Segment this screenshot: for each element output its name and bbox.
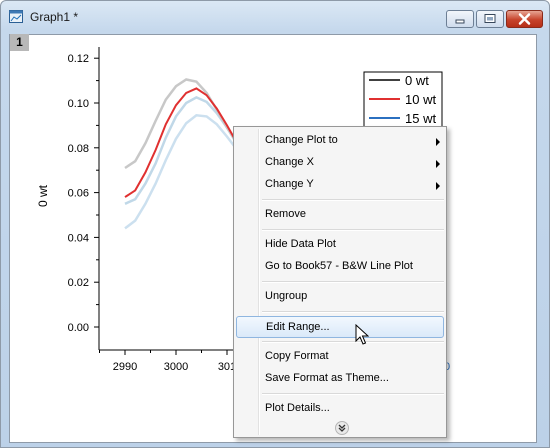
menu-item-label: Copy Format bbox=[265, 350, 329, 362]
chart-series bbox=[124, 78, 239, 230]
maximize-button[interactable] bbox=[476, 10, 504, 28]
menu-item-label: Plot Details... bbox=[265, 402, 330, 414]
x-tick-label: 2990 bbox=[113, 361, 137, 373]
y-tick-label: 0.06 bbox=[68, 188, 89, 200]
x-tick-label: 3000 bbox=[164, 361, 188, 373]
context-menu[interactable]: Change Plot to Change X Change Y Remove … bbox=[233, 126, 447, 438]
y-tick-label: 0.00 bbox=[68, 322, 89, 334]
title-bar[interactable]: Graph1 * bbox=[1, 1, 549, 31]
menu-item-label: Change Y bbox=[265, 178, 314, 190]
graph-window-icon bbox=[9, 10, 23, 23]
series-line-15-wt bbox=[124, 96, 239, 205]
legend-label: 15 wt bbox=[405, 111, 436, 126]
menu-item-hide-data-plot[interactable]: Hide Data Plot bbox=[236, 234, 444, 256]
y-tick-label: 0.02 bbox=[68, 277, 89, 289]
series-line-unlabeled bbox=[124, 114, 239, 230]
menu-item-label: Change X bbox=[265, 156, 314, 168]
submenu-arrow-icon bbox=[436, 160, 440, 168]
y-tick-label: 0.08 bbox=[68, 143, 89, 155]
menu-item-label: Save Format as Theme... bbox=[265, 372, 389, 384]
menu-item-label: Change Plot to bbox=[265, 134, 338, 146]
menu-separator bbox=[262, 311, 444, 313]
menu-item-label: Ungroup bbox=[265, 290, 308, 302]
y-tick-label: 0.04 bbox=[68, 232, 89, 244]
menu-item-plot-details[interactable]: Plot Details... bbox=[236, 398, 444, 420]
menu-separator bbox=[262, 393, 444, 395]
close-button[interactable] bbox=[506, 10, 543, 28]
menu-item-label: Go to Book57 - B&W Line Plot bbox=[265, 260, 413, 272]
menu-item-label: Remove bbox=[265, 208, 306, 220]
legend-label: 0 wt bbox=[405, 73, 429, 88]
menu-item-ungroup[interactable]: Ungroup bbox=[236, 286, 444, 308]
legend-label: 10 wt bbox=[405, 92, 436, 107]
menu-item-go-to-book[interactable]: Go to Book57 - B&W Line Plot bbox=[236, 256, 444, 278]
menu-item-remove[interactable]: Remove bbox=[236, 204, 444, 226]
menu-item-edit-range[interactable]: Edit Range... bbox=[236, 316, 444, 338]
x-tick-label-partial: 0 bbox=[444, 361, 450, 373]
menu-separator bbox=[262, 341, 444, 343]
series-line-10-wt bbox=[124, 87, 239, 198]
menu-item-label: Edit Range... bbox=[266, 321, 330, 333]
chart-legend[interactable]: 0 wt 10 wt 15 wt bbox=[363, 71, 443, 131]
x-tick-label: 301 bbox=[218, 361, 236, 373]
series-line-0-wt bbox=[124, 78, 239, 170]
menu-icon-gutter bbox=[258, 129, 260, 435]
menu-item-change-x[interactable]: Change X bbox=[236, 152, 444, 174]
menu-item-change-plot-to[interactable]: Change Plot to bbox=[236, 130, 444, 152]
close-icon bbox=[518, 13, 531, 25]
window-title: Graph1 * bbox=[30, 10, 79, 24]
menu-item-copy-format[interactable]: Copy Format bbox=[236, 346, 444, 368]
menu-separator bbox=[262, 281, 444, 283]
layer-tab[interactable]: 1 bbox=[10, 34, 29, 51]
maximize-icon bbox=[484, 14, 496, 23]
y-tick-label: 0.10 bbox=[68, 98, 89, 110]
menu-separator bbox=[262, 199, 444, 201]
menu-separator bbox=[262, 229, 444, 231]
double-chevron-down-icon[interactable] bbox=[335, 421, 349, 435]
submenu-arrow-icon bbox=[436, 138, 440, 146]
menu-item-label: Hide Data Plot bbox=[265, 238, 336, 250]
minimize-button[interactable] bbox=[446, 10, 474, 28]
legend-box bbox=[363, 71, 443, 131]
submenu-arrow-icon bbox=[436, 182, 440, 190]
mouse-cursor-icon bbox=[355, 324, 369, 345]
y-axis-label: 0 wt bbox=[36, 184, 50, 207]
y-tick-label: 0.12 bbox=[68, 53, 89, 65]
minimize-icon bbox=[455, 19, 465, 24]
menu-item-save-format-as-theme[interactable]: Save Format as Theme... bbox=[236, 368, 444, 390]
menu-item-change-y[interactable]: Change Y bbox=[236, 174, 444, 196]
